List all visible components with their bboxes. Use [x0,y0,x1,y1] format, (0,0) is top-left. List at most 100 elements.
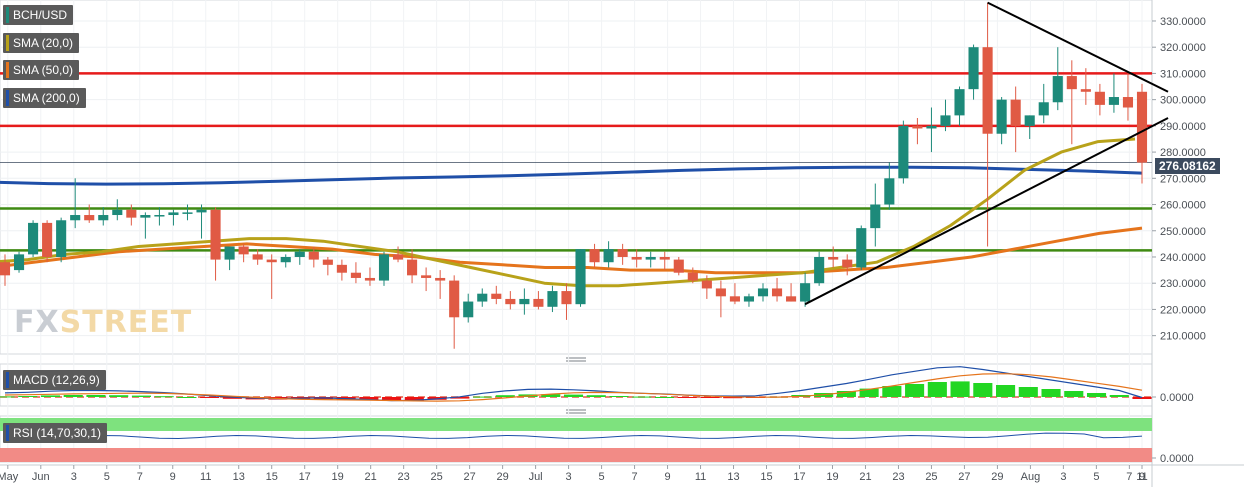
legend-macd[interactable]: MACD (12,26,9) [3,370,106,390]
macd-histogram-bar [1064,391,1084,397]
rsi-line [4,432,1143,440]
candle-body [421,275,432,278]
candle-body [617,249,628,257]
candle-body [1122,97,1134,108]
candle [491,285,502,305]
candle [1038,83,1049,124]
candle-body [266,259,277,263]
x-tick-label: 21 [365,471,377,483]
macd-histogram-bar [927,382,947,397]
candle [673,256,684,276]
x-tick-label: 23 [398,471,410,483]
candle-body [631,256,642,260]
candle [322,256,333,276]
candle [294,249,305,265]
legend-sma200[interactable]: SMA (200,0) [3,88,86,108]
candle-body [56,220,67,257]
watermark-street: STREET [59,305,193,340]
candle [210,207,221,281]
legend-rsi[interactable]: RSI (14,70,30,1) [3,423,108,443]
candle-body [477,293,488,302]
candle-body [926,125,937,129]
candle-body [84,215,95,221]
y-tick-label: 260.0000 [1160,200,1206,212]
candle-body [687,272,698,281]
candle-body [842,259,853,268]
x-tick-label: 21 [859,471,871,483]
macd-histogram-bar [63,395,83,397]
rsi-swatch [6,425,9,441]
legend-sma20[interactable]: SMA (20,0) [3,33,80,53]
sma20-swatch [6,35,9,51]
candle [392,246,404,263]
legend-rsi-label: RSI (14,70,30,1) [13,426,102,440]
candle-body [435,277,446,281]
candle-body [126,209,137,218]
candle-body [505,298,516,305]
candle [645,251,656,268]
macd-histogram-bar [1132,397,1152,399]
candle-body [407,259,418,276]
candle-body [28,222,39,255]
candle [912,118,923,145]
macd-histogram-bar [109,395,129,397]
candle-body [154,215,165,217]
candle [575,249,586,307]
legend-sma50[interactable]: SMA (50,0) [3,60,80,80]
candle [940,99,951,132]
legend-symbol-label: BCH/USD [13,8,68,22]
candle [814,251,825,286]
candle [1010,86,1021,153]
rsi-y-tick-label: 0.0000 [1160,453,1194,465]
candle-body [224,246,235,260]
candle [870,183,881,247]
candle [364,267,376,286]
candle-body [98,215,109,221]
x-tick-label: 15 [266,471,278,483]
sma200-swatch [6,90,9,106]
macd-histogram-bar [40,395,61,397]
macd-swatch [6,372,9,388]
x-tick-label: 11 [695,471,706,483]
candle-body [13,254,25,271]
x-tick-label: 29 [496,471,508,483]
panel-resize-handle [566,357,586,362]
candle-body [771,288,783,297]
macd-histogram-bar [404,397,424,401]
candle-body [814,256,825,284]
candle-body [701,280,712,289]
macd-histogram-bar [541,394,561,397]
candle-body [1108,97,1119,105]
candle-body [280,256,291,263]
candle [224,246,235,271]
macd-histogram-bar [1086,393,1107,397]
macd-histogram-bar [723,397,743,399]
candle [407,249,418,284]
candle [112,199,123,221]
macd-histogram-bar [472,396,493,398]
candle [1136,83,1148,184]
macd-histogram-bar [382,397,402,401]
candle [98,207,109,226]
candle [42,220,53,263]
legend-symbol[interactable]: BCH/USD [3,5,74,25]
candle [771,277,783,302]
y-tick-label: 330.0000 [1160,16,1206,28]
legend-sma20-label: SMA (20,0) [13,36,74,50]
candle-body [561,291,572,305]
candle-body [238,246,249,255]
candle-body [757,288,769,297]
candle-body [392,254,404,260]
macd-histogram-bar [973,383,993,397]
macd-histogram-bar [654,397,675,398]
sma20-line [0,137,1136,288]
candle [954,86,965,126]
trendline [987,1,1169,93]
candle [561,283,572,320]
candle [350,262,361,284]
x-tick-label: 15 [760,471,772,483]
macd-histogram-bar [609,396,629,397]
macd-histogram-bar [200,397,220,398]
x-tick-label: 11 [200,471,211,483]
